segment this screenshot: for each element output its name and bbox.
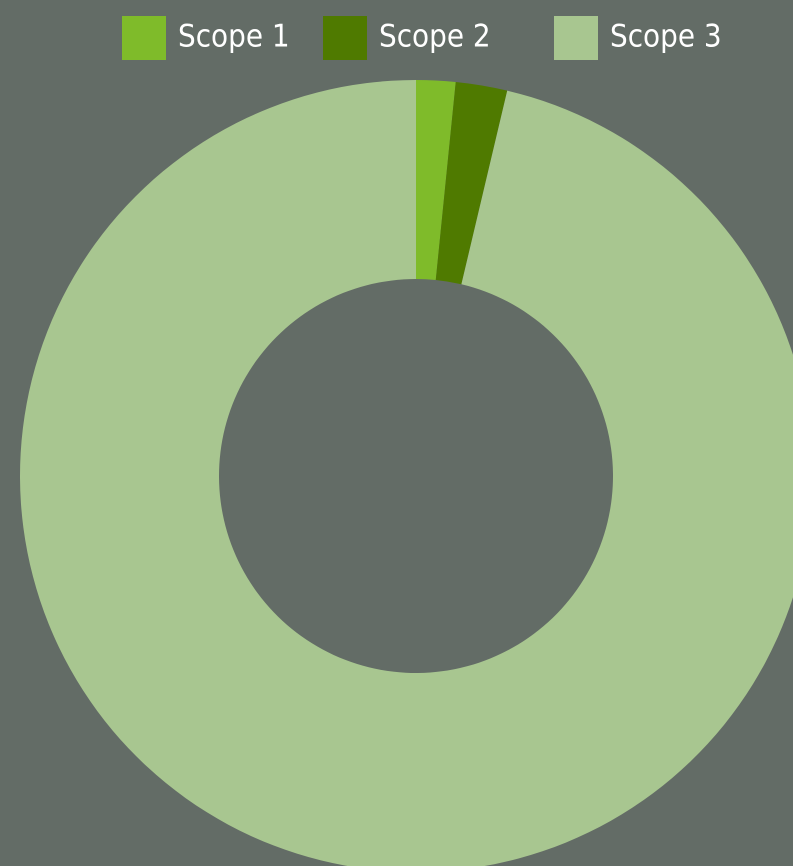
legend-label: Scope 1 (178, 19, 290, 55)
legend-swatch (554, 16, 598, 60)
donut-slice (416, 80, 456, 280)
legend-swatch (323, 16, 367, 60)
legend-label: Scope 2 (379, 19, 491, 55)
legend-label: Scope 3 (610, 19, 722, 55)
donut-slice (435, 81, 508, 285)
donut-slice (20, 80, 793, 866)
legend-swatch (122, 16, 166, 60)
